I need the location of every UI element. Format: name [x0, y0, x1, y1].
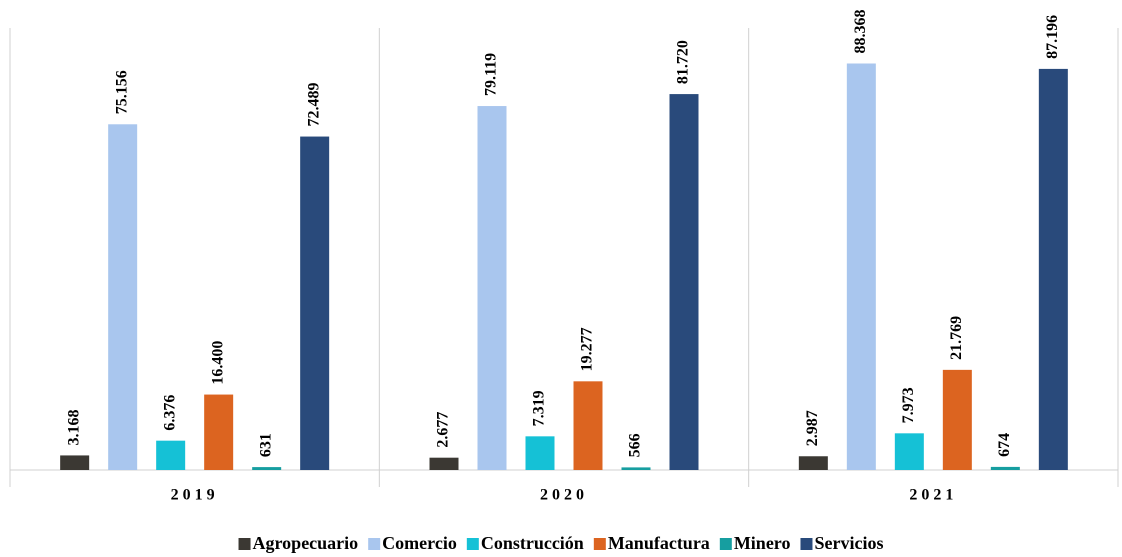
legend: Agropecuario Comercio Construcción Manufact… — [238, 533, 883, 553]
bar — [525, 436, 555, 470]
value-label: 88.368 — [852, 10, 869, 54]
bar — [798, 456, 828, 470]
legend-swatch — [800, 538, 813, 550]
value-label: 566 — [627, 433, 644, 457]
value-label: 75.156 — [113, 70, 130, 114]
bar — [1038, 68, 1068, 470]
value-label: 2.987 — [804, 410, 821, 446]
bar — [60, 455, 90, 470]
legend-swatch — [238, 538, 251, 550]
value-label: 2.677 — [435, 412, 452, 448]
legend-label: Comercio — [382, 533, 457, 553]
value-label: 674 — [996, 433, 1013, 457]
value-label: 87.196 — [1044, 15, 1061, 59]
value-label: 7.319 — [531, 390, 548, 426]
bar — [108, 124, 138, 470]
bar — [846, 63, 876, 470]
legend-swatch — [719, 538, 732, 550]
value-label: 6.376 — [161, 395, 178, 431]
bar — [252, 467, 282, 470]
bar — [204, 394, 234, 470]
value-label: 631 — [257, 433, 274, 457]
bar — [156, 440, 186, 470]
legend-swatch — [593, 538, 606, 550]
legend-label: Servicios — [814, 533, 883, 553]
value-label: 3.168 — [65, 409, 82, 445]
x-tick-label: 2021 — [909, 487, 957, 504]
value-label: 72.489 — [305, 83, 322, 127]
bar — [669, 94, 699, 470]
legend-label: Manufactura — [608, 533, 710, 553]
legend-swatch — [368, 538, 381, 550]
x-tick-label: 2019 — [171, 487, 219, 504]
legend-label: Construcción — [481, 533, 584, 553]
bar — [894, 433, 924, 470]
legend-swatch — [466, 538, 479, 550]
bar — [477, 106, 507, 470]
legend-label: Agropecuario — [253, 533, 359, 553]
value-label: 81.720 — [675, 40, 692, 84]
bar — [990, 466, 1020, 470]
bar — [300, 136, 330, 470]
legend-label: Minero — [734, 533, 791, 553]
bar — [429, 457, 459, 470]
value-label: 7.973 — [900, 387, 917, 423]
bar — [942, 369, 972, 470]
value-label: 21.769 — [948, 316, 965, 360]
bar — [621, 467, 651, 470]
value-label: 19.277 — [579, 327, 596, 371]
x-tick-label: 2020 — [540, 487, 588, 504]
value-label: 79.119 — [483, 53, 500, 96]
value-label: 16.400 — [209, 341, 226, 385]
bar — [573, 381, 603, 470]
